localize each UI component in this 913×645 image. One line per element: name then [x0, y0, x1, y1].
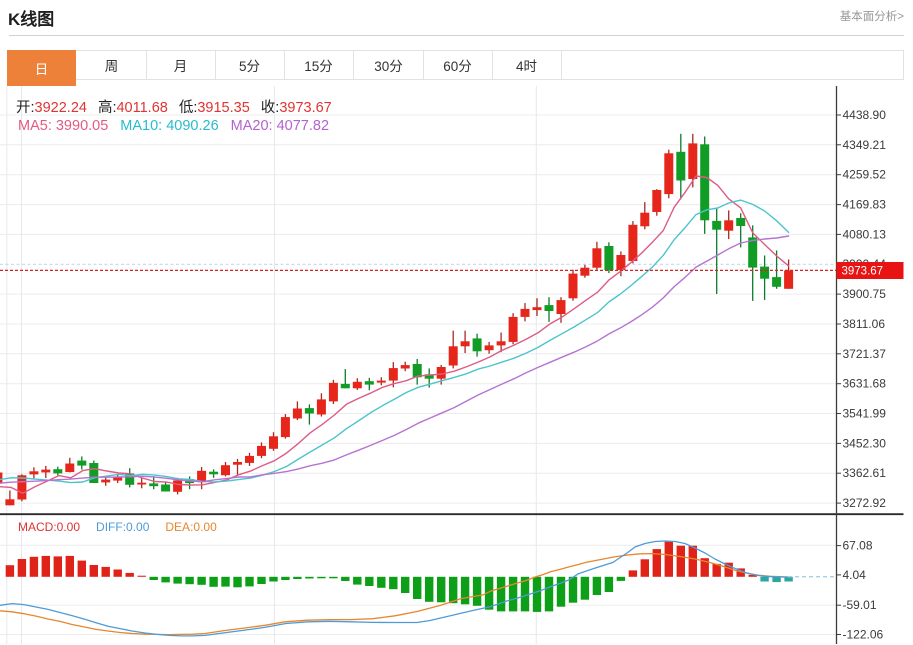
svg-text:4.04: 4.04 — [843, 568, 867, 582]
svg-text:3452.30: 3452.30 — [843, 436, 887, 450]
svg-text:3900.75: 3900.75 — [843, 287, 887, 301]
svg-text:3973.67: 3973.67 — [842, 266, 884, 278]
svg-text:4080.13: 4080.13 — [843, 227, 887, 241]
svg-text:3811.06: 3811.06 — [843, 317, 886, 331]
svg-text:3631.68: 3631.68 — [843, 377, 887, 391]
svg-text:67.08: 67.08 — [843, 539, 873, 553]
svg-text:-59.01: -59.01 — [843, 598, 877, 612]
svg-text:3721.37: 3721.37 — [843, 347, 887, 361]
svg-text:-122.06: -122.06 — [843, 628, 884, 642]
svg-text:4438.90: 4438.90 — [843, 108, 887, 122]
svg-text:4349.21: 4349.21 — [843, 138, 887, 152]
svg-text:3272.92: 3272.92 — [843, 496, 887, 510]
svg-text:3541.99: 3541.99 — [843, 407, 887, 421]
svg-text:3362.61: 3362.61 — [843, 466, 887, 480]
svg-text:4169.83: 4169.83 — [843, 198, 887, 212]
svg-text:4259.52: 4259.52 — [843, 168, 887, 182]
